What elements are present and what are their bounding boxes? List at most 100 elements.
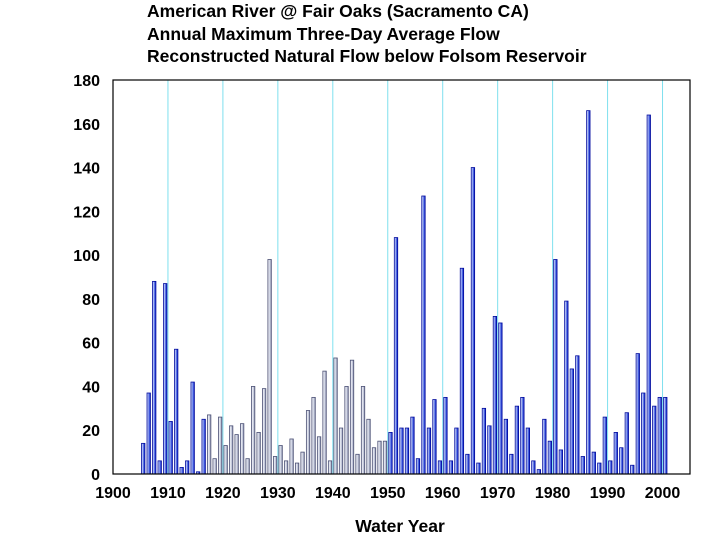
x-axis-label: Water Year bbox=[355, 516, 445, 536]
bar-1919 bbox=[218, 416, 223, 475]
x-axis-ticks: 1900 1910 1920 1930 1940 1950 1960 1970 1980 1990… bbox=[95, 485, 680, 502]
bar-1984 bbox=[575, 355, 580, 475]
x-tick-label-1930: 1930 bbox=[260, 485, 296, 502]
bar-1951 bbox=[393, 237, 399, 475]
bar-1937 bbox=[316, 436, 322, 475]
bar-1993 bbox=[624, 412, 629, 475]
bar-1956 bbox=[421, 195, 426, 475]
bar-1970 bbox=[498, 322, 503, 475]
bar-1926 bbox=[256, 432, 261, 475]
bar-1908 bbox=[157, 460, 162, 475]
bar-1988 bbox=[597, 462, 602, 475]
bar-1967 bbox=[481, 407, 487, 475]
bar-1999 bbox=[657, 396, 662, 475]
bar-1943 bbox=[349, 359, 355, 475]
bar-1994 bbox=[630, 464, 635, 475]
bar-series bbox=[141, 110, 668, 475]
bar-1941 bbox=[338, 427, 344, 475]
bar-1909 bbox=[163, 283, 168, 475]
x-tick-label-1990: 1990 bbox=[590, 485, 626, 502]
x-tick-label-2000: 2000 bbox=[645, 485, 681, 502]
bar-1959 bbox=[437, 460, 443, 475]
bar-1907 bbox=[152, 280, 157, 475]
bar-1924 bbox=[245, 458, 250, 475]
bar-1922 bbox=[234, 434, 239, 475]
x-tick-label-1980: 1980 bbox=[535, 485, 571, 502]
bar-1916 bbox=[201, 418, 206, 475]
chart-title: American River @ Fair Oaks (Sacramento C… bbox=[147, 0, 707, 68]
bar-1983 bbox=[569, 368, 574, 475]
bar-1966 bbox=[476, 462, 481, 475]
bar-1962 bbox=[454, 427, 459, 475]
bar-1963 bbox=[459, 267, 465, 475]
x-tick-label-1920: 1920 bbox=[205, 485, 241, 502]
y-tick-label-0: 0 bbox=[91, 467, 100, 484]
y-tick-label-20: 20 bbox=[82, 423, 100, 440]
bar-1998 bbox=[652, 405, 657, 475]
bar-1917 bbox=[207, 414, 212, 475]
bar-1982 bbox=[564, 300, 569, 475]
plot-frame bbox=[112, 79, 691, 475]
bar-1910 bbox=[168, 421, 173, 475]
bar-1940 bbox=[333, 357, 338, 475]
title-line-2: Annual Maximum Three-Day Average Flow bbox=[147, 23, 500, 44]
bar-1947 bbox=[371, 447, 377, 475]
grid-lines bbox=[167, 80, 664, 474]
bar-1985 bbox=[580, 456, 585, 475]
y-tick-label-140: 140 bbox=[73, 161, 100, 178]
bar-1913 bbox=[185, 460, 190, 475]
bar-1927 bbox=[262, 388, 267, 475]
bar-1912 bbox=[179, 467, 184, 475]
bar-2000 bbox=[663, 396, 668, 475]
bar-1950 bbox=[388, 432, 393, 475]
bar-1954 bbox=[410, 416, 415, 475]
bar-1960 bbox=[443, 396, 448, 475]
bar-1986 bbox=[586, 110, 591, 475]
bar-1987 bbox=[591, 451, 596, 475]
bar-1932 bbox=[289, 438, 294, 475]
bar-1939 bbox=[327, 460, 333, 475]
bar-1961 bbox=[448, 460, 454, 475]
bar-1974 bbox=[520, 396, 525, 475]
bar-1934 bbox=[300, 451, 305, 475]
bar-1918 bbox=[212, 458, 217, 475]
y-tick-label-80: 80 bbox=[82, 292, 100, 309]
bar-1930 bbox=[278, 445, 283, 475]
bar-1928 bbox=[267, 259, 272, 475]
bar-1990 bbox=[608, 460, 613, 475]
bar-1965 bbox=[470, 167, 476, 475]
bar-1989 bbox=[602, 416, 607, 475]
bar-1931 bbox=[283, 460, 289, 475]
bar-1964 bbox=[465, 453, 470, 475]
x-tick-label-1900: 1900 bbox=[95, 485, 131, 502]
bar-1946 bbox=[366, 418, 371, 475]
x-tick-label-1950: 1950 bbox=[370, 485, 406, 502]
bar-1958 bbox=[432, 399, 437, 475]
bar-1979 bbox=[547, 440, 552, 475]
bar-1914 bbox=[190, 381, 195, 475]
bar-1942 bbox=[344, 386, 349, 475]
x-tick-label-1910: 1910 bbox=[150, 485, 186, 502]
bar-1976 bbox=[531, 460, 536, 475]
bar-1975 bbox=[525, 427, 530, 475]
bar-1996 bbox=[641, 392, 646, 475]
bar-1933 bbox=[294, 462, 300, 475]
bar-1953 bbox=[404, 427, 410, 475]
x-tick-label-1960: 1960 bbox=[425, 485, 461, 502]
bar-1980 bbox=[553, 259, 558, 475]
bar-1969 bbox=[492, 315, 498, 475]
bar-1992 bbox=[619, 447, 624, 475]
bar-1948 bbox=[377, 440, 382, 475]
bar-1929 bbox=[273, 456, 278, 475]
title-line-3: Reconstructed Natural Flow below Folsom … bbox=[147, 46, 587, 66]
bar-1972 bbox=[509, 453, 514, 475]
bar-1973 bbox=[514, 405, 520, 475]
title-line-1: American River @ Fair Oaks (Sacramento C… bbox=[147, 1, 529, 21]
y-tick-label-120: 120 bbox=[73, 204, 100, 221]
bar-1952 bbox=[399, 427, 404, 475]
bar-1971 bbox=[503, 418, 509, 475]
x-tick-label-1940: 1940 bbox=[315, 485, 351, 502]
y-tick-label-180: 180 bbox=[73, 73, 100, 90]
y-axis-ticks: 0 20 40 60 80 100 120 140 160 180 bbox=[73, 73, 100, 484]
